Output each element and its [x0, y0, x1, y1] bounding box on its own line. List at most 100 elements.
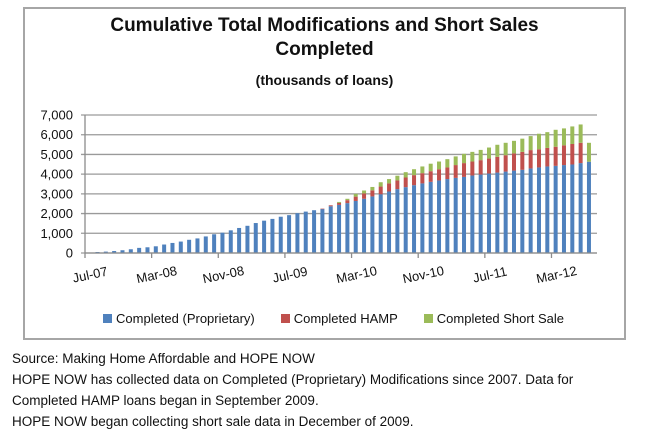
bar-segment-proprietary: [511, 170, 516, 253]
bar-segment-hamp: [387, 183, 392, 192]
bar-segment-short-sale: [437, 161, 442, 170]
legend-swatch-short-sale: [423, 314, 433, 323]
bar-segment-proprietary: [362, 198, 367, 253]
bar-segment-short-sale: [511, 140, 516, 154]
bar-segment-short-sale: [337, 201, 342, 203]
bar-segment-short-sale: [362, 190, 367, 194]
bar-segment-hamp: [561, 145, 566, 166]
bar-segment-proprietary: [561, 165, 566, 253]
bar-segment-proprietary: [228, 230, 233, 253]
bar-segment-short-sale: [370, 186, 375, 191]
legend-item-hamp: Completed HAMP: [280, 311, 398, 326]
bar-segment-hamp: [495, 156, 500, 173]
x-axis: Jul-07 Mar-08 Nov-08 Jul-09 Mar-10 Nov-10 Jul-…: [71, 252, 597, 286]
bar-segment-proprietary: [220, 232, 225, 253]
bar-segment-short-sale: [578, 124, 583, 143]
bar-segment-proprietary: [553, 165, 558, 253]
bar-segment-proprietary: [295, 213, 300, 253]
x-tick-label: Mar-12: [535, 263, 578, 286]
bar-segment-proprietary: [495, 172, 500, 253]
bar-segment-proprietary: [103, 251, 108, 253]
x-tick-label: Mar-08: [135, 263, 178, 286]
bar-segment-hamp: [478, 160, 483, 175]
bar-segment-proprietary: [378, 194, 383, 253]
bar-segment-proprietary: [545, 166, 550, 253]
bar-segment-short-sale: [428, 163, 433, 172]
bar-segment-hamp: [420, 173, 425, 184]
bar-segment-short-sale: [561, 128, 566, 146]
bar-segment-short-sale: [487, 147, 492, 159]
bar-segment-proprietary: [203, 236, 208, 253]
bar-segment-short-sale: [495, 144, 500, 157]
chart-subtitle: (thousands of loans): [255, 72, 394, 88]
x-tick-label: Mar-10: [335, 263, 378, 286]
legend-swatch-proprietary: [103, 314, 113, 323]
bar-segment-hamp: [412, 175, 417, 186]
bar-segment-proprietary: [237, 227, 242, 253]
bar-segment-hamp: [462, 163, 467, 177]
bar-segment-proprietary: [528, 168, 533, 253]
bar-segment-hamp: [437, 169, 442, 181]
bar-segment-hamp: [470, 161, 475, 176]
bar-segment-short-sale: [403, 172, 408, 178]
bar-segment-proprietary: [145, 247, 150, 253]
note-line-3: Completed HAMP loans began in September …: [12, 393, 319, 408]
bar-segment-short-sale: [453, 156, 458, 166]
x-tick-label: Nov-10: [401, 263, 445, 286]
bar-segment-proprietary: [178, 241, 183, 253]
bar-segment-hamp: [370, 190, 375, 197]
x-tick-label: Nov-08: [201, 263, 245, 286]
bar-segment-short-sale: [478, 149, 483, 161]
bar-segment-proprietary: [387, 191, 392, 253]
bar-segment-short-sale: [586, 142, 591, 162]
bar-segment-proprietary: [328, 206, 333, 253]
bar-segment-short-sale: [353, 193, 358, 197]
bar-segment-proprietary: [337, 204, 342, 253]
bar-segment-proprietary: [453, 177, 458, 253]
bar-segment-hamp: [403, 177, 408, 188]
bar-segment-proprietary: [420, 183, 425, 253]
bar-segment-proprietary: [253, 223, 258, 253]
bar-segment-hamp: [528, 150, 533, 169]
bar-segment-proprietary: [437, 180, 442, 253]
bar-segment-short-sale: [345, 198, 350, 201]
bar-segment-short-sale: [545, 132, 550, 148]
bar-segment-proprietary: [345, 203, 350, 253]
bar-segment-proprietary: [503, 171, 508, 253]
bar-segment-hamp: [545, 147, 550, 167]
bar-segment-hamp: [328, 205, 333, 207]
bar-segment-proprietary: [245, 225, 250, 253]
bar-segment-short-sale: [412, 169, 417, 176]
y-tick-label: 0: [66, 246, 73, 261]
bar-segment-short-sale: [420, 166, 425, 174]
chart-title: Cumulative Total Modifications and Short…: [23, 14, 626, 62]
bar-segment-hamp: [353, 196, 358, 201]
bar-segment-proprietary: [470, 175, 475, 253]
bar-segment-hamp: [337, 202, 342, 205]
bar-segment-proprietary: [120, 250, 125, 253]
bar-segment-proprietary: [478, 174, 483, 253]
bar-segment-hamp: [570, 143, 575, 165]
y-tick-label: 4,000: [40, 167, 73, 182]
bar-segment-proprietary: [212, 234, 217, 253]
bar-segment-proprietary: [445, 179, 450, 253]
bar-segment-proprietary: [578, 163, 583, 253]
bar-segment-hamp: [445, 167, 450, 180]
bar-segment-hamp: [578, 142, 583, 164]
y-tick-label: 7,000: [40, 108, 73, 123]
source-note: Source: Making Home Affordable and HOPE …: [12, 351, 315, 366]
bar-segment-proprietary: [153, 246, 158, 253]
bar-segment-proprietary: [112, 251, 117, 253]
legend-label-proprietary: Completed (Proprietary): [116, 311, 255, 326]
bar-segment-hamp: [345, 200, 350, 204]
bar-segment-hamp: [511, 153, 516, 171]
y-axis-ticks: 0 1,000 2,000 3,000 4,000 5,000 6,000 7,000: [40, 108, 73, 261]
bar-segment-proprietary: [520, 169, 525, 253]
legend-item-short-sale: Completed Short Sale: [423, 311, 564, 326]
bar-segment-hamp: [320, 208, 325, 210]
legend-swatch-hamp: [280, 314, 290, 323]
bar-segment-proprietary: [536, 167, 541, 253]
bar-segment-hamp: [520, 151, 525, 170]
legend-item-proprietary: Completed (Proprietary): [103, 311, 255, 326]
